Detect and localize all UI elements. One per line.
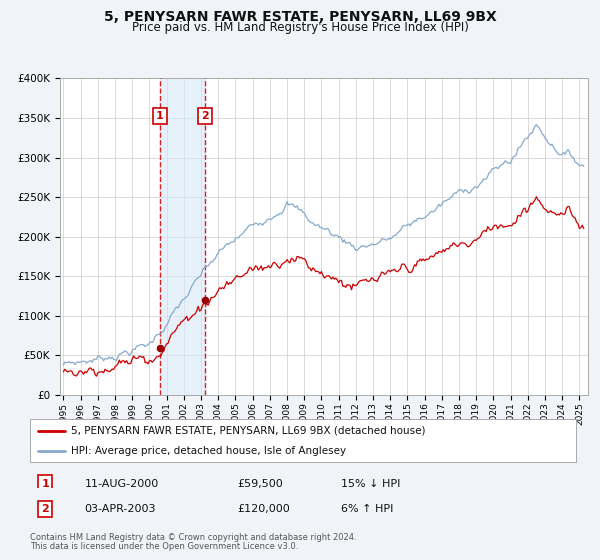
Text: £120,000: £120,000 bbox=[238, 504, 290, 514]
Text: This data is licensed under the Open Government Licence v3.0.: This data is licensed under the Open Gov… bbox=[30, 542, 298, 551]
Text: £59,500: £59,500 bbox=[238, 479, 283, 488]
Text: Price paid vs. HM Land Registry's House Price Index (HPI): Price paid vs. HM Land Registry's House … bbox=[131, 21, 469, 34]
Text: 11-AUG-2000: 11-AUG-2000 bbox=[85, 479, 159, 488]
Text: 15% ↓ HPI: 15% ↓ HPI bbox=[341, 479, 401, 488]
Text: 03-APR-2003: 03-APR-2003 bbox=[85, 504, 156, 514]
Text: 1: 1 bbox=[41, 479, 49, 488]
Text: Contains HM Land Registry data © Crown copyright and database right 2024.: Contains HM Land Registry data © Crown c… bbox=[30, 533, 356, 542]
Text: 5, PENYSARN FAWR ESTATE, PENYSARN, LL69 9BX: 5, PENYSARN FAWR ESTATE, PENYSARN, LL69 … bbox=[104, 10, 496, 24]
Text: 2: 2 bbox=[41, 504, 49, 514]
Text: 1: 1 bbox=[156, 111, 164, 122]
Text: HPI: Average price, detached house, Isle of Anglesey: HPI: Average price, detached house, Isle… bbox=[71, 446, 346, 456]
Text: 2: 2 bbox=[202, 111, 209, 122]
Text: 6% ↑ HPI: 6% ↑ HPI bbox=[341, 504, 394, 514]
Text: 5, PENYSARN FAWR ESTATE, PENYSARN, LL69 9BX (detached house): 5, PENYSARN FAWR ESTATE, PENYSARN, LL69 … bbox=[71, 426, 425, 436]
Bar bbox=[160, 78, 205, 395]
